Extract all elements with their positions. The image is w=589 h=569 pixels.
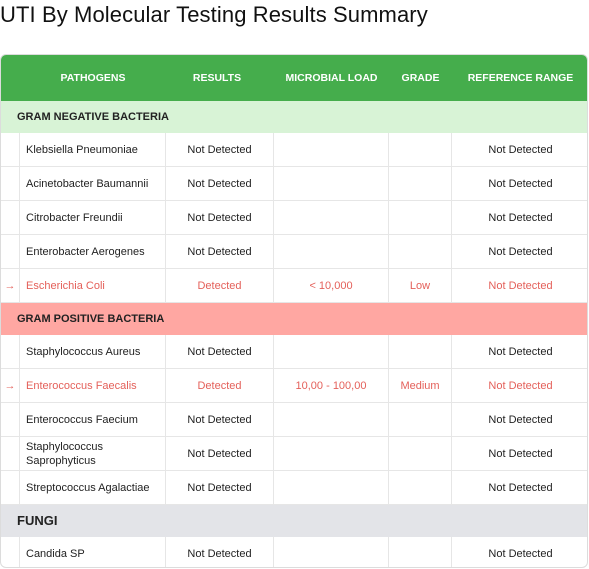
microbial-load-value — [274, 471, 389, 504]
result-value: Not Detected — [166, 335, 274, 368]
table-row: → Enterococcus Faecalis Detected 10,00 - 10… — [1, 369, 587, 403]
table-row: Staphylococcus Aureus Not Detected Not Det… — [1, 335, 587, 369]
header-results: RESULTS — [192, 72, 242, 84]
result-value: Not Detected — [166, 201, 274, 234]
result-value: Not Detected — [166, 437, 274, 470]
reference-range-value: Not Detected — [488, 177, 553, 190]
pathogen-name: Enterococcus Faecium — [20, 403, 166, 436]
arrow-cell: → — [1, 369, 20, 402]
table-row: Candida SP Not Detected Not Detected — [1, 537, 587, 567]
result-value: Detected — [166, 269, 274, 302]
arrow-cell — [1, 201, 20, 234]
table-row: → Escherichia Coli Detected < 10,000 Low Not … — [1, 269, 587, 303]
reference-range-value: Not Detected — [488, 447, 553, 460]
grade-value: Low — [389, 269, 452, 302]
table-row: Enterobacter Aerogenes Not Detected Not De… — [1, 235, 587, 269]
arrow-cell: → — [1, 269, 20, 302]
reference-range-value: Not Detected — [488, 211, 553, 224]
table-row: Acinetobacter Baumannii Not Detected Not D… — [1, 167, 587, 201]
pathogen-name: Citrobacter Freundii — [20, 201, 166, 234]
microbial-load-value — [274, 167, 389, 200]
page-title: UTI By Molecular Testing Results Summary — [0, 2, 428, 27]
pathogen-name: Klebsiella Pneumoniae — [20, 133, 166, 166]
reference-range-value: Not Detected — [488, 481, 553, 494]
grade-value — [389, 201, 452, 234]
reference-range-value: Not Detected — [488, 413, 553, 426]
grade-value — [389, 167, 452, 200]
microbial-load-value — [274, 437, 389, 470]
microbial-load-value: 10,00 - 100,00 — [274, 369, 389, 402]
detected-arrow-icon: → — [4, 279, 16, 292]
microbial-load-value — [274, 403, 389, 436]
pathogen-name: Enterobacter Aerogenes — [20, 235, 166, 268]
pathogen-name: Streptococcus Agalactiae — [20, 471, 166, 504]
results-table: PATHOGENS RESULTS MICROBIAL LOAD GRADE R… — [0, 54, 588, 568]
reference-range-value: Not Detected — [488, 548, 553, 560]
table-row: Staphylococcus Saprophyticus Not Detected… — [1, 437, 587, 471]
grade-value — [389, 335, 452, 368]
microbial-load-value — [274, 133, 389, 166]
table-row: Citrobacter Freundii Not Detected Not Dete… — [1, 201, 587, 235]
section-gram-positive: GRAM POSITIVE BACTERIA — [1, 303, 587, 335]
arrow-cell — [1, 537, 20, 567]
result-value: Not Detected — [166, 471, 274, 504]
reference-range-value: Not Detected — [488, 345, 553, 358]
grade-value — [389, 133, 452, 166]
result-value: Not Detected — [166, 133, 274, 166]
reference-range-value: Not Detected — [488, 279, 553, 292]
result-value: Not Detected — [166, 537, 274, 567]
grade-value — [389, 537, 452, 567]
result-value: Not Detected — [166, 235, 274, 268]
reference-range-value: Not Detected — [488, 143, 553, 156]
table-row: Enterococcus Faecium Not Detected Not Dete… — [1, 403, 587, 437]
arrow-cell — [1, 133, 20, 166]
pathogen-name: Enterococcus Faecalis — [20, 369, 166, 402]
microbial-load-value: < 10,000 — [274, 269, 389, 302]
grade-value — [389, 471, 452, 504]
result-value: Detected — [166, 369, 274, 402]
section-fungi: FUNGI — [1, 505, 587, 537]
pathogen-name: Candida SP — [20, 537, 166, 567]
pathogen-name: Escherichia Coli — [20, 269, 166, 302]
detected-arrow-icon: → — [4, 379, 16, 392]
table-row: Streptococcus Agalactiae Not Detected Not … — [1, 471, 587, 505]
header-microbial-load: MICROBIAL LOAD — [285, 72, 378, 84]
grade-value — [389, 235, 452, 268]
header-pathogens: PATHOGENS — [60, 72, 126, 84]
table-row: Klebsiella Pneumoniae Not Detected Not Det… — [1, 133, 587, 167]
reference-range-value: Not Detected — [488, 379, 553, 392]
arrow-cell — [1, 437, 20, 470]
table-header: PATHOGENS RESULTS MICROBIAL LOAD GRADE R… — [1, 55, 587, 101]
arrow-cell — [1, 167, 20, 200]
microbial-load-value — [274, 201, 389, 234]
result-value: Not Detected — [166, 167, 274, 200]
pathogen-name: Staphylococcus Saprophyticus — [20, 437, 166, 470]
microbial-load-value — [274, 235, 389, 268]
arrow-cell — [1, 335, 20, 368]
pathogen-name: Staphylococcus Aureus — [20, 335, 166, 368]
section-gram-negative: GRAM NEGATIVE BACTERIA — [1, 101, 587, 133]
grade-value — [389, 403, 452, 436]
reference-range-value: Not Detected — [488, 245, 553, 258]
microbial-load-value — [274, 335, 389, 368]
header-reference-range: REFERENCE RANGE — [467, 72, 574, 84]
grade-value: Medium — [389, 369, 452, 402]
grade-value — [389, 437, 452, 470]
pathogen-name: Acinetobacter Baumannii — [20, 167, 166, 200]
arrow-cell — [1, 471, 20, 504]
result-value: Not Detected — [166, 403, 274, 436]
header-grade: GRADE — [401, 72, 440, 84]
microbial-load-value — [274, 537, 389, 567]
arrow-cell — [1, 235, 20, 268]
arrow-cell — [1, 403, 20, 436]
